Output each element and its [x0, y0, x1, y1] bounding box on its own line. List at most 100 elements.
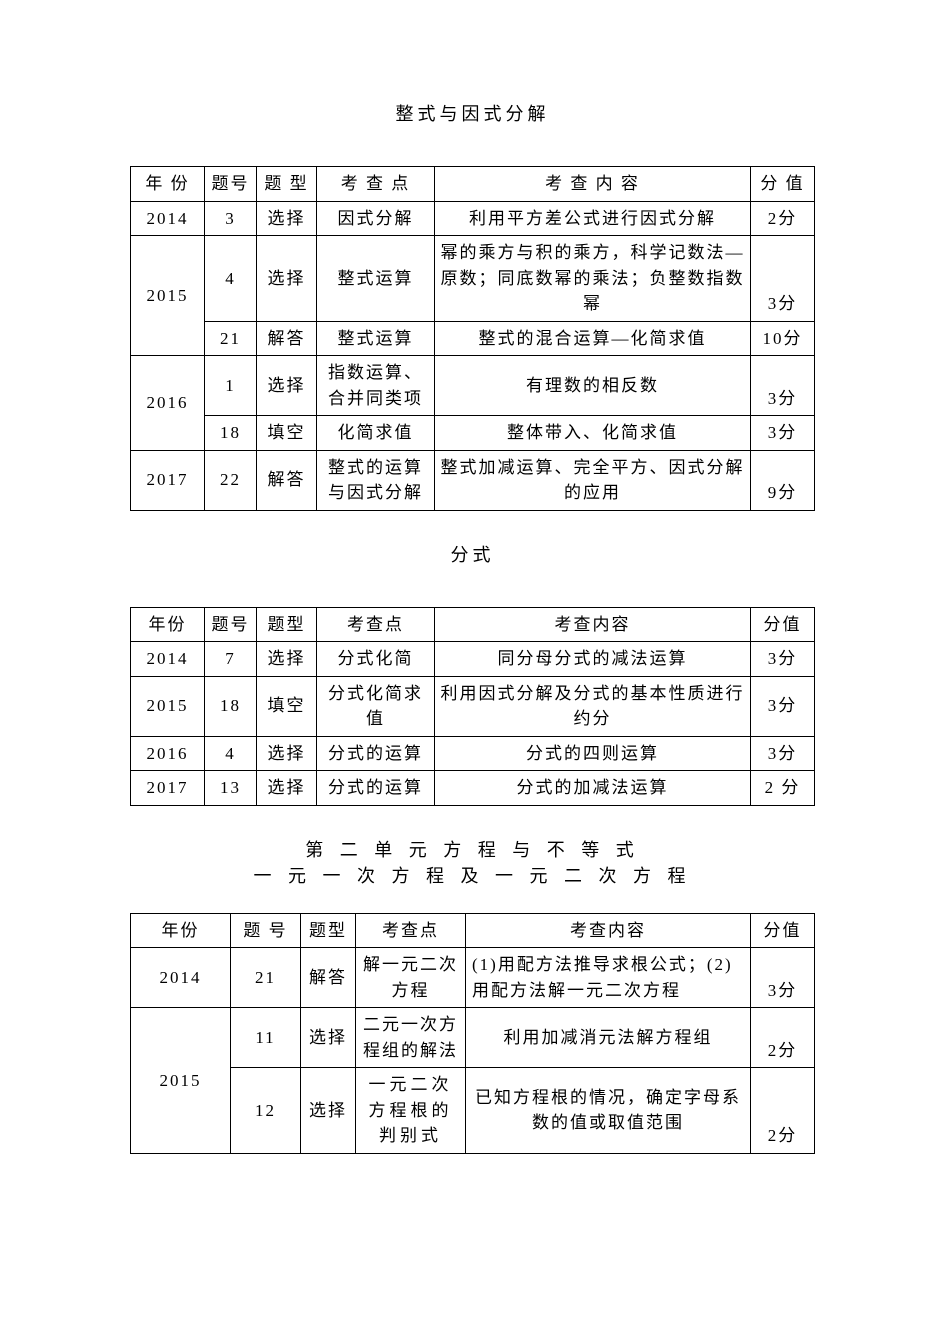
- cell-type: 解答: [301, 948, 356, 1008]
- cell-point: 分式的运算: [317, 736, 435, 771]
- header-point: 考 查 点: [317, 167, 435, 202]
- cell-score: 3分: [751, 642, 815, 677]
- cell-content: 同分母分式的减法运算: [435, 642, 751, 677]
- unit-title: 第 二 单 元 方 程 与 不 等 式: [130, 836, 815, 862]
- cell-content: 利用加减消元法解方程组: [466, 1008, 751, 1068]
- section-title-2: 分式: [130, 541, 815, 567]
- cell-score: 2 分: [751, 771, 815, 806]
- header-point: 考查点: [317, 607, 435, 642]
- cell-type: 解答: [257, 321, 317, 356]
- cell-year: 2016: [131, 736, 205, 771]
- cell-type: 解答: [257, 450, 317, 510]
- cell-type: 填空: [257, 676, 317, 736]
- table-header-row: 年份 题号 题型 考查点 考查内容 分值: [131, 607, 815, 642]
- cell-num: 4: [205, 236, 257, 322]
- cell-content: (1)用配方法推导求根公式；(2)用配方法解一元二次方程: [466, 948, 751, 1008]
- cell-year: 2014: [131, 642, 205, 677]
- cell-point: 整式运算: [317, 236, 435, 322]
- cell-content: 整式的混合运算—化简求值: [435, 321, 751, 356]
- cell-type: 选择: [257, 201, 317, 236]
- cell-year: 2015: [131, 236, 205, 356]
- cell-type: 选择: [257, 771, 317, 806]
- table-row: 2014 7 选择 分式化简 同分母分式的减法运算 3分: [131, 642, 815, 677]
- cell-content: 整式加减运算、完全平方、因式分解的应用: [435, 450, 751, 510]
- cell-content: 利用平方差公式进行因式分解: [435, 201, 751, 236]
- table-header-row: 年份 题 号 题型 考查点 考查内容 分值: [131, 913, 815, 948]
- cell-num: 1: [205, 356, 257, 416]
- header-num: 题号: [205, 167, 257, 202]
- cell-num: 11: [231, 1008, 301, 1068]
- cell-point: 二元一次方程组的解法: [356, 1008, 466, 1068]
- cell-point: 分式的运算: [317, 771, 435, 806]
- cell-content: 已知方程根的情况，确定字母系数的值或取值范围: [466, 1068, 751, 1154]
- table-row: 2014 21 解答 解一元二次方程 (1)用配方法推导求根公式；(2)用配方法…: [131, 948, 815, 1008]
- header-content: 考查内容: [435, 607, 751, 642]
- cell-type: 选择: [301, 1068, 356, 1154]
- cell-num: 22: [205, 450, 257, 510]
- cell-type: 选择: [257, 236, 317, 322]
- cell-content: 分式的加减法运算: [435, 771, 751, 806]
- cell-type: 选择: [257, 642, 317, 677]
- table-row: 18 填空 化简求值 整体带入、化简求值 3分: [131, 416, 815, 451]
- table-row: 2015 18 填空 分式化简求值 利用因式分解及分式的基本性质进行约分 3分: [131, 676, 815, 736]
- header-year: 年 份: [131, 167, 205, 202]
- header-content: 考查内容: [466, 913, 751, 948]
- header-type: 题型: [257, 607, 317, 642]
- header-num: 题号: [205, 607, 257, 642]
- table-fraction: 年份 题号 题型 考查点 考查内容 分值 2014 7 选择 分式化简 同分母分…: [130, 607, 815, 806]
- table-row: 2017 13 选择 分式的运算 分式的加减法运算 2 分: [131, 771, 815, 806]
- header-point: 考查点: [356, 913, 466, 948]
- cell-content: 利用因式分解及分式的基本性质进行约分: [435, 676, 751, 736]
- cell-point: 分式化简求值: [317, 676, 435, 736]
- cell-num: 3: [205, 201, 257, 236]
- cell-year: 2015: [131, 1008, 231, 1154]
- cell-point: 整式的运算与因式分解: [317, 450, 435, 510]
- cell-num: 13: [205, 771, 257, 806]
- cell-year: 2015: [131, 676, 205, 736]
- cell-num: 7: [205, 642, 257, 677]
- subsection-title: 一 元 一 次 方 程 及 一 元 二 次 方 程: [130, 862, 815, 888]
- table-row: 2014 3 选择 因式分解 利用平方差公式进行因式分解 2分: [131, 201, 815, 236]
- cell-score: 3分: [751, 948, 815, 1008]
- table-row: 2016 1 选择 指数运算、合并同类项 有理数的相反数 3分: [131, 356, 815, 416]
- header-type: 题 型: [257, 167, 317, 202]
- cell-point: 指数运算、合并同类项: [317, 356, 435, 416]
- header-year: 年份: [131, 607, 205, 642]
- table-equations: 年份 题 号 题型 考查点 考查内容 分值 2014 21 解答 解一元二次方程…: [130, 913, 815, 1154]
- header-score: 分 值: [751, 167, 815, 202]
- cell-score: 3分: [751, 736, 815, 771]
- header-num: 题 号: [231, 913, 301, 948]
- cell-score: 3分: [751, 676, 815, 736]
- cell-year: 2017: [131, 771, 205, 806]
- cell-content: 整体带入、化简求值: [435, 416, 751, 451]
- cell-point: 化简求值: [317, 416, 435, 451]
- table-header-row: 年 份 题号 题 型 考 查 点 考 查 内 容 分 值: [131, 167, 815, 202]
- header-score: 分值: [751, 913, 815, 948]
- cell-num: 4: [205, 736, 257, 771]
- cell-point: 一元二次方程根的判别式: [356, 1068, 466, 1154]
- table-row: 2015 4 选择 整式运算 幂的乘方与积的乘方，科学记数法—原数；同底数幂的乘…: [131, 236, 815, 322]
- cell-type: 填空: [257, 416, 317, 451]
- table-row: 12 选择 一元二次方程根的判别式 已知方程根的情况，确定字母系数的值或取值范围…: [131, 1068, 815, 1154]
- cell-content: 幂的乘方与积的乘方，科学记数法—原数；同底数幂的乘法；负整数指数幂: [435, 236, 751, 322]
- cell-point: 整式运算: [317, 321, 435, 356]
- table-row: 2015 11 选择 二元一次方程组的解法 利用加减消元法解方程组 2分: [131, 1008, 815, 1068]
- cell-point: 解一元二次方程: [356, 948, 466, 1008]
- cell-type: 选择: [301, 1008, 356, 1068]
- header-score: 分值: [751, 607, 815, 642]
- cell-content: 有理数的相反数: [435, 356, 751, 416]
- cell-content: 分式的四则运算: [435, 736, 751, 771]
- header-year: 年份: [131, 913, 231, 948]
- header-content: 考 查 内 容: [435, 167, 751, 202]
- table-row: 2017 22 解答 整式的运算与因式分解 整式加减运算、完全平方、因式分解的应…: [131, 450, 815, 510]
- cell-num: 21: [205, 321, 257, 356]
- cell-point: 分式化简: [317, 642, 435, 677]
- cell-score: 2分: [751, 201, 815, 236]
- cell-score: 3分: [751, 356, 815, 416]
- cell-type: 选择: [257, 736, 317, 771]
- cell-score: 2分: [751, 1068, 815, 1154]
- cell-score: 2分: [751, 1008, 815, 1068]
- table-row: 2016 4 选择 分式的运算 分式的四则运算 3分: [131, 736, 815, 771]
- cell-score: 10分: [751, 321, 815, 356]
- cell-type: 选择: [257, 356, 317, 416]
